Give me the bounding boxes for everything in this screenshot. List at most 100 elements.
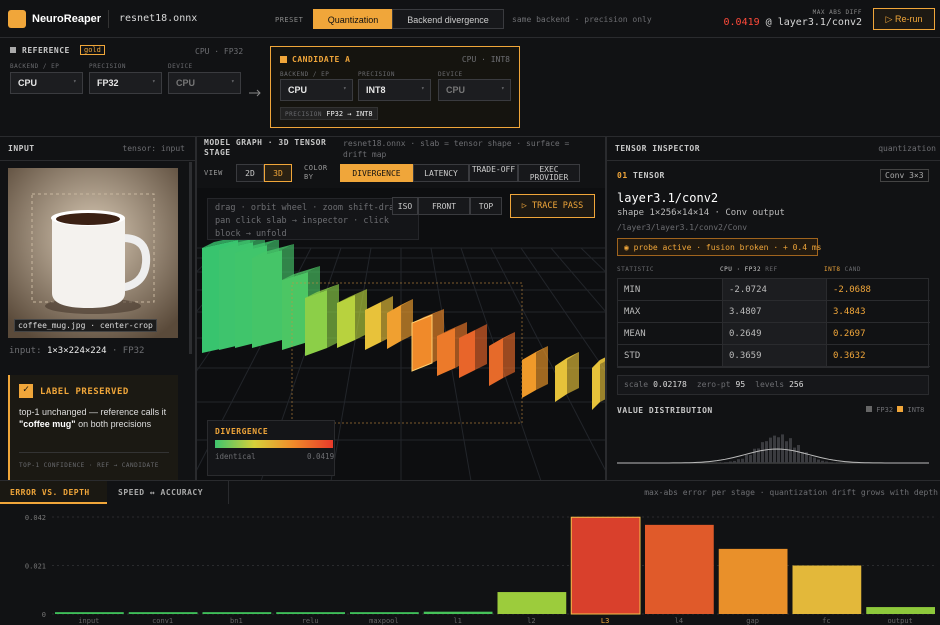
quant-strip: scale 0.02178 zero-pt 95 levels 256 (617, 375, 929, 395)
slab (459, 330, 475, 378)
slab-side (355, 289, 367, 340)
label-text: top-1 unchanged — reference calls it "co… (19, 406, 169, 430)
input-title: INPUT (8, 144, 35, 153)
slab-side (401, 299, 413, 341)
camera-button[interactable]: ISO (392, 197, 418, 215)
select[interactable]: FP32 (89, 72, 162, 94)
bar (55, 612, 124, 614)
select[interactable]: CPU (280, 79, 353, 101)
slab (411, 314, 433, 372)
slab (387, 305, 401, 349)
tensor-name: layer3.1/conv2 (617, 191, 719, 205)
check-icon: ✓ (19, 384, 33, 398)
graph-title: MODEL GRAPH · 3D TENSOR STAGE (204, 138, 327, 157)
stat-cell: 0.3632 (826, 345, 930, 367)
stat-cell: MEAN (618, 323, 722, 345)
x-tick-label: l4 (675, 617, 683, 625)
bar (276, 612, 345, 614)
dist-bar (813, 457, 816, 463)
trace-button[interactable]: ▷ TRACE PASS (510, 194, 595, 218)
stat-cell: MIN (618, 279, 722, 301)
label-emphasis: "coffee mug" (19, 419, 76, 429)
divider (0, 160, 195, 161)
chip-value: FP32 → INT8 (326, 110, 373, 118)
select[interactable]: CPU (168, 72, 241, 94)
dist-bar (797, 445, 800, 463)
camera-button[interactable]: TOP (470, 197, 502, 215)
x-tick-label: relu (302, 617, 319, 625)
ref-meta: CPU · FP32 (195, 47, 244, 56)
legend-int8: INT8 (907, 406, 925, 414)
y-tick-label: 0.042 (25, 514, 46, 522)
ref-icon (10, 47, 16, 53)
slab-top (337, 289, 367, 303)
stat-cell: MAX (618, 301, 722, 323)
slab (555, 358, 567, 402)
select[interactable]: INT8 (358, 79, 431, 101)
stat-cell: 0.2697 (826, 323, 930, 345)
field-label: DEVICE (168, 63, 193, 70)
select[interactable]: CPU (438, 79, 511, 101)
bar (645, 524, 714, 614)
x-tick-label: gap (746, 617, 759, 625)
hint: drag · orbit wheel · zoom shift-drag · p… (207, 198, 419, 240)
bar (718, 548, 788, 614)
color-option[interactable]: TRADE-OFF (469, 164, 518, 182)
slab (592, 360, 600, 410)
legend-title: DIVERGENCE (215, 427, 269, 436)
shape: 1×3×224×224 (46, 346, 107, 356)
sep (108, 10, 109, 28)
preset[interactable]: Quantization (313, 9, 393, 29)
dist-bar (733, 460, 736, 463)
view-button[interactable]: 2D (236, 164, 264, 182)
color-option[interactable]: LATENCY (413, 164, 469, 182)
slab-side (327, 284, 339, 348)
label-footer: TOP-1 CONFIDENCE · REF → CANDIDATE (19, 462, 159, 469)
input-image (8, 168, 178, 338)
x-tick-label: input (78, 617, 99, 625)
preset[interactable]: Backend divergence (392, 9, 504, 29)
input-tag: tensor: input (122, 144, 185, 153)
x-tick-label: L3 (601, 617, 609, 625)
scrollbar[interactable] (189, 162, 192, 354)
x-tick-label: bn1 (230, 617, 243, 625)
dist-bar (777, 437, 780, 463)
slab-top (235, 239, 279, 253)
field-label: BACKEND / EP (280, 71, 330, 78)
slab-side (600, 357, 605, 402)
color-label: COLOR BY (304, 164, 328, 181)
color-option[interactable]: EXEC PROVIDER (518, 164, 580, 182)
dist-bar (801, 451, 804, 463)
dist-bar (817, 459, 820, 463)
ref-title: REFERENCE (22, 46, 70, 55)
stat-head: CAND (844, 266, 862, 273)
brand: NeuroReaper (32, 13, 102, 25)
camera-button[interactable]: FRONT (418, 197, 470, 215)
cand-icon (280, 56, 287, 63)
quant-key: levels (755, 380, 785, 389)
max-abs-value: 0.0419 (723, 17, 760, 28)
view-button[interactable]: 3D (264, 164, 292, 182)
stat-head: CPU · FP32 (720, 266, 762, 273)
caret: ▾ (152, 78, 156, 85)
shape-label: input: (9, 346, 42, 356)
legend-fp32: FP32 (876, 406, 894, 414)
stat-cell: STD (618, 345, 722, 367)
select[interactable]: CPU (10, 72, 83, 94)
stat-cell: 3.4843 (826, 301, 930, 323)
slab-top (305, 284, 339, 298)
dist-bar (833, 462, 836, 463)
divider (228, 481, 229, 504)
x-tick-label: l1 (453, 617, 461, 625)
tab[interactable]: SPEED ↔ ACCURACY (118, 488, 204, 497)
divider (0, 136, 940, 137)
dist-bar (737, 459, 740, 463)
rerun-button[interactable]: ▷ Re-run (873, 8, 935, 30)
quant-val: 0.02178 (653, 380, 687, 389)
slab-top (252, 244, 294, 258)
quant-val: 256 (789, 380, 804, 389)
slab (282, 272, 308, 350)
tab[interactable]: ERROR VS. DEPTH (0, 481, 107, 504)
color-option[interactable]: DIVERGENCE (340, 164, 413, 182)
